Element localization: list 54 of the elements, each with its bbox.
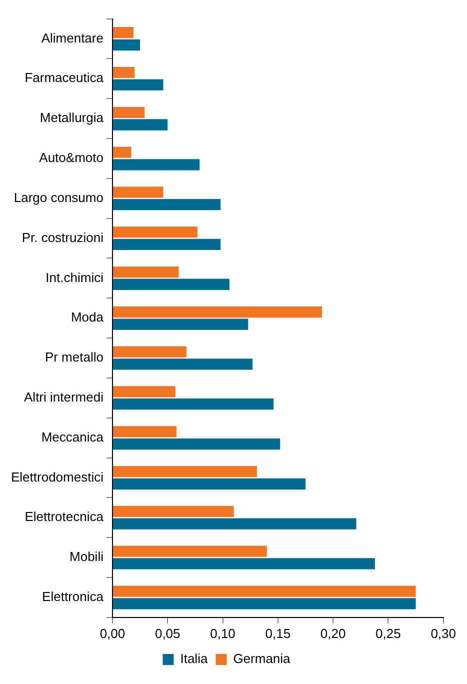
x-tick-label: 0,15 (265, 626, 291, 641)
bar (112, 598, 416, 610)
bar (112, 466, 257, 478)
y-tick-label: Moda (70, 310, 104, 325)
bar (112, 438, 280, 450)
bar (112, 546, 267, 557)
y-tick-label: Meccanica (41, 429, 104, 444)
bar (112, 186, 164, 198)
bar (112, 278, 230, 290)
y-tick-label: Altri intermedi (24, 389, 104, 404)
bar (112, 506, 234, 518)
y-tick-label: Metallurgia (40, 110, 104, 126)
bar (112, 226, 198, 238)
bar (112, 426, 176, 438)
bar (112, 386, 176, 398)
y-tick-label: Pr metallo (44, 350, 104, 365)
y-tick-label: Int.chimici (46, 270, 104, 285)
bar (112, 238, 221, 250)
bar (112, 39, 140, 51)
bar (112, 358, 253, 370)
y-tick-label: Elettrodomestici (10, 469, 104, 484)
bar (112, 346, 186, 358)
y-tick-label: Farmaceutica (24, 70, 104, 86)
bar (112, 79, 164, 90)
bar (112, 199, 221, 210)
y-tick-label: Auto&moto (39, 150, 104, 166)
legend-label: Germania (233, 651, 292, 666)
bar (112, 306, 322, 318)
bar (112, 558, 375, 570)
bar (112, 518, 356, 530)
y-tick-label: Elettronica (42, 589, 104, 604)
x-tick-label: 0,05 (154, 626, 180, 641)
bar (112, 478, 306, 490)
y-tick-label: Pr. costruzioni (22, 230, 104, 245)
x-tick-label: 0,00 (100, 626, 126, 641)
bar (112, 66, 135, 78)
y-tick-label: Largo consumo (14, 190, 104, 205)
y-tick-label: Mobili (70, 549, 104, 564)
bar (112, 159, 200, 170)
bar (112, 586, 416, 597)
bar (112, 106, 144, 118)
y-tick-label: Alimentare (41, 30, 104, 46)
bar (112, 398, 274, 410)
x-tick-label: 0,20 (320, 626, 346, 641)
x-tick-label: 0,25 (376, 626, 401, 641)
x-tick-label: 0,30 (430, 626, 456, 641)
bar (112, 318, 248, 330)
y-tick-label: Elettrotecnica (24, 509, 104, 524)
bar (112, 27, 134, 38)
bar (112, 119, 168, 130)
x-tick-label: 0,10 (210, 626, 236, 641)
bar (112, 146, 132, 158)
bar (112, 266, 179, 278)
legend-label: Italia (180, 651, 208, 666)
